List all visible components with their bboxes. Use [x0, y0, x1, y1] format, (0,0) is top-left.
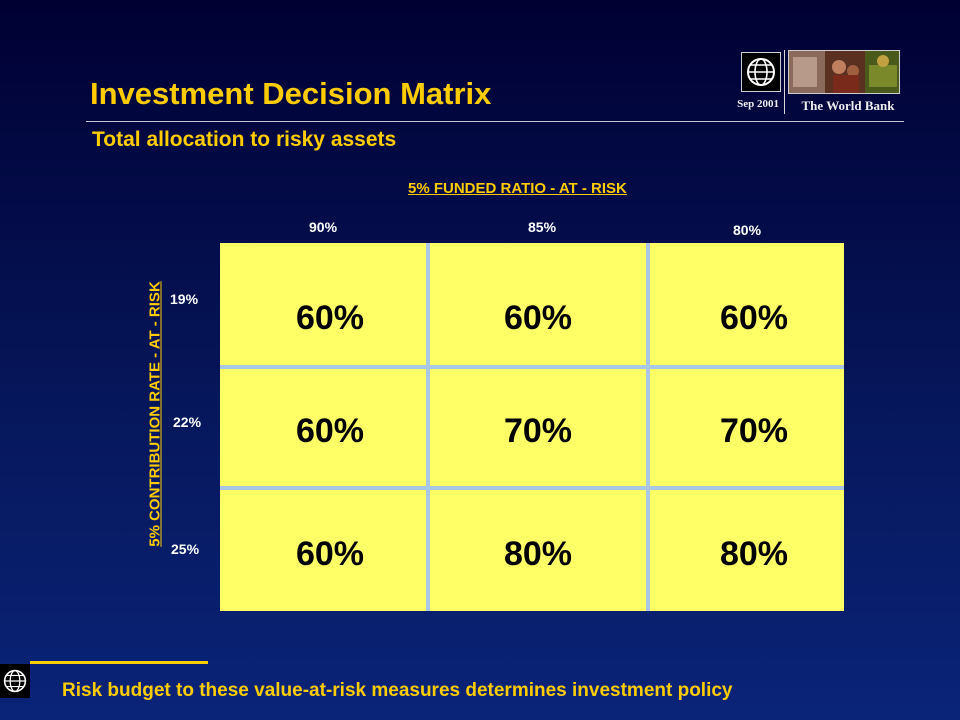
- footer-accent-rule: [30, 661, 208, 664]
- matrix-cell: 80%: [503, 535, 573, 573]
- row-label-1: 19%: [170, 291, 199, 307]
- footer-text: Risk budget to these value-at-risk measu…: [62, 680, 733, 701]
- globe-icon: [741, 52, 781, 92]
- logo-organization: The World Bank: [801, 98, 895, 113]
- row-label-3: 25%: [171, 541, 200, 557]
- row-label-2: 22%: [173, 414, 202, 430]
- matrix-cell: 70%: [503, 412, 573, 450]
- matrix-cell: 60%: [719, 299, 789, 337]
- matrix-cell: 60%: [295, 299, 365, 337]
- matrix-cell: 60%: [503, 299, 573, 337]
- globe-icon: [0, 664, 30, 698]
- row-axis-title: 5% CONTRIBUTION RATE - AT - RISK: [146, 281, 164, 547]
- logo-date: Sep 2001: [737, 98, 779, 110]
- matrix-cell: 60%: [295, 535, 365, 573]
- logo-photo-collage: [788, 50, 900, 94]
- decision-matrix: 60% 60% 60% 60% 70% 70% 60% 80% 80%: [220, 243, 844, 611]
- column-label-3: 80%: [733, 222, 762, 238]
- matrix-column-divider: [646, 243, 650, 611]
- page-title: Investment Decision Matrix: [90, 76, 492, 111]
- matrix-column-divider: [426, 243, 430, 611]
- matrix-cell: 80%: [719, 535, 789, 573]
- column-axis-title: 5% FUNDED RATIO - AT - RISK: [408, 180, 627, 197]
- matrix-row-divider: [220, 365, 844, 369]
- column-label-2: 85%: [528, 219, 557, 235]
- matrix-cell: 70%: [719, 412, 789, 450]
- title-divider: [86, 121, 904, 122]
- matrix-row-divider: [220, 486, 844, 490]
- logo-divider: [784, 50, 785, 114]
- page-subtitle: Total allocation to risky assets: [92, 128, 397, 151]
- column-label-1: 90%: [309, 219, 338, 235]
- matrix-cell: 60%: [295, 412, 365, 450]
